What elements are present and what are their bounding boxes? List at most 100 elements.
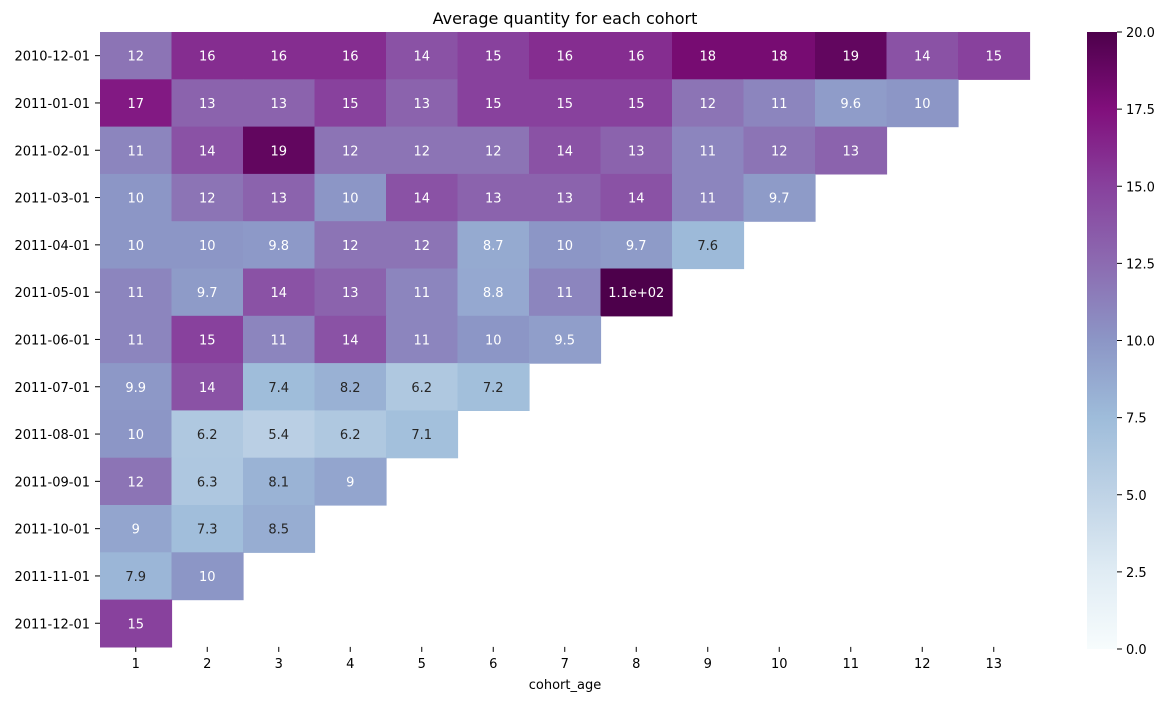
cell-value-label: 12 [699,97,716,112]
cell-value-label: 16 [628,50,645,65]
heatmap-cell [171,32,244,80]
heatmap-cell [743,173,816,222]
heatmap-cell [100,221,173,270]
cell-value-label: 10 [342,192,359,207]
cell-value-label: 16 [342,50,359,65]
cell-value-label: 9.7 [197,286,218,301]
y-tick-label: 2010-12-01 [14,50,90,65]
x-tick-label: 8 [632,657,640,672]
cell-value-label: 6.2 [340,428,361,443]
heatmap-cell [100,173,173,222]
heatmap-cell [171,221,244,270]
heatmap-cell [314,221,387,270]
x-tick-label: 13 [985,657,1002,672]
heatmap-cell [600,268,673,317]
cell-value-label: 12 [342,239,359,254]
heatmap-cell [672,32,745,80]
cell-value-label: 10 [556,239,573,254]
cell-value-label: 10 [914,97,931,112]
heatmap-cell [243,410,316,459]
heatmap-cell [243,505,316,553]
heatmap-cell [457,363,530,411]
heatmap-cell [529,79,602,128]
cell-value-label: 13 [342,286,359,301]
heatmap-cell [243,363,316,411]
heatmap-cell [386,221,459,270]
heatmap-cell [171,173,244,222]
heatmap-cell [171,363,244,411]
cell-value-label: 11 [699,144,716,159]
heatmap-cell [100,457,173,506]
cell-value-label: 13 [413,97,430,112]
heatmap-cell [743,126,816,175]
x-tick-label: 5 [418,657,426,672]
y-tick-label: 2011-11-01 [14,570,90,585]
heatmap-cell [314,126,387,175]
cell-value-label: 11 [127,144,144,159]
heatmap-cell [886,79,959,128]
heatmap-cell [457,221,530,270]
cell-value-label: 10 [199,239,216,254]
cell-value-label: 12 [127,475,144,490]
colorbar-tick-label: 15.0 [1126,180,1155,195]
cell-value-label: 9.7 [769,192,790,207]
cell-value-label: 8.5 [268,523,289,538]
cell-value-label: 14 [413,192,430,207]
heatmap-cell [100,363,173,411]
cell-value-label: 14 [413,50,430,65]
heatmap-cells: 12 16 16 16 14 15 16 16 18 18 19 14 15 17 13 13 15 13 15 15… [100,32,1031,648]
heatmap-cell [100,126,173,175]
cell-value-label: 13 [556,192,573,207]
cell-value-label: 10 [127,428,144,443]
cell-value-label: 12 [342,144,359,159]
x-tick-label: 7 [561,657,569,672]
heatmap-cell [100,315,173,364]
cell-value-label: 14 [556,144,573,159]
y-tick-label: 2011-04-01 [14,239,90,254]
cell-value-label: 12 [771,144,788,159]
colorbar-tick-label: 2.5 [1126,566,1147,581]
cell-value-label: 9 [346,475,354,490]
cell-value-label: 11 [127,333,144,348]
cell-value-label: 7.4 [268,381,289,396]
heatmap-cell [386,32,459,80]
heatmap-cell [314,173,387,222]
cell-value-label: 9.6 [840,97,861,112]
x-tick-label: 2 [203,657,211,672]
cell-value-label: 6.3 [197,475,218,490]
heatmap-cell [100,410,173,459]
y-tick-label: 2011-12-01 [14,617,90,632]
cell-value-label: 9.5 [554,333,575,348]
x-tick-labels: 1 2 3 4 5 6 7 8 9 10 11 12 13 [132,646,1002,672]
cell-value-label: 16 [199,50,216,65]
colorbar-tick-label: 20.0 [1126,26,1155,41]
colorbar: 0.0 2.5 5.0 7.5 10.0 12.5 15.0 17.5 20.0 [1087,26,1155,658]
cell-value-label: 19 [842,50,859,65]
heatmap-cell [815,32,888,80]
heatmap-cell [243,79,316,128]
cell-value-label: 6.2 [197,428,218,443]
cell-value-label: 7.3 [197,523,218,538]
heatmap-cell [672,221,745,270]
heatmap-cell [600,173,673,222]
cell-value-label: 18 [771,50,788,65]
cell-value-label: 7.9 [125,570,146,585]
heatmap-cell [457,79,530,128]
cell-value-label: 12 [413,144,430,159]
heatmap-cell [171,505,244,553]
heatmap-cell [171,552,244,601]
cell-value-label: 14 [342,333,359,348]
heatmap-cell [529,32,602,80]
cell-value-label: 11 [270,333,287,348]
heatmap-cell [600,221,673,270]
heatmap-cell [672,173,745,222]
x-tick-label: 10 [771,657,788,672]
heatmap-cell [386,268,459,317]
cell-value-label: 13 [842,144,859,159]
cell-value-label: 10 [127,192,144,207]
cell-value-label: 16 [270,50,287,65]
heatmap-cell [886,32,959,80]
cell-value-label: 8.8 [483,286,504,301]
cell-value-label: 13 [270,97,287,112]
